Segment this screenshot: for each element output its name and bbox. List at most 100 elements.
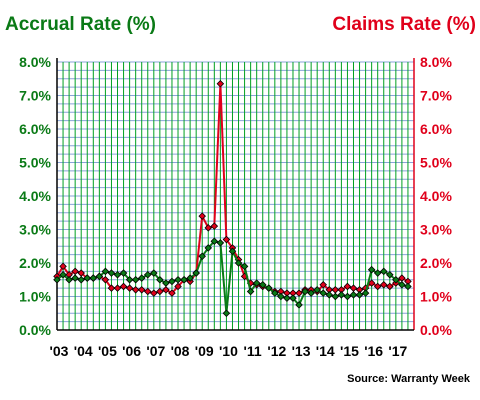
accrual-rate-marker (343, 292, 352, 301)
accrual-rate-marker (234, 259, 243, 267)
right-tick-label: 8.0% (420, 54, 452, 70)
accrual-rate-marker (386, 270, 394, 279)
claims-rate-marker (204, 224, 213, 232)
right-tick-label: 6.0% (420, 121, 452, 137)
claims-rate-marker (295, 289, 303, 297)
right-tick-label: 2.0% (420, 255, 452, 271)
claims-rate-marker (168, 289, 176, 297)
claims-rate-marker (150, 289, 158, 297)
claims-rate-marker (216, 80, 225, 88)
claims-rate-marker (143, 287, 152, 296)
claims-rate-marker (101, 275, 110, 284)
x-tick-label: '04 (74, 343, 93, 359)
x-tick-label: '13 (292, 343, 311, 359)
accrual-rate-marker (198, 252, 206, 261)
x-axis-tick-labels: '03 '04 '05 '06 '07 '08 '09 '10 '11 '12 '13 '14 '15 '… (50, 343, 408, 359)
accrual-rate-marker (258, 281, 267, 289)
left-tick-label: 1.0% (19, 289, 51, 305)
x-tick-label: '07 (146, 343, 165, 359)
x-tick-label: '03 (50, 343, 69, 359)
accrual-rate-marker (119, 269, 128, 277)
x-tick-label: '12 (267, 343, 286, 359)
chart-axes (56, 58, 415, 331)
accrual-rate-marker (222, 309, 231, 318)
accrual-rate-marker (168, 277, 176, 286)
claims-rate-marker (367, 279, 376, 287)
accrual-rate-marker (95, 272, 104, 281)
accrual-rate-marker (355, 291, 364, 299)
right-axis-tick-labels: 0.0% 1.0% 2.0% 3.0% 4.0% 5.0% 6.0% 7.0% 8.0% (420, 54, 452, 338)
accrual-rate-marker (65, 275, 73, 284)
x-tick-label: '11 (244, 343, 262, 359)
accrual-rate-marker (265, 284, 273, 292)
accrual-rate-marker (277, 292, 285, 301)
x-tick-label: '05 (98, 343, 117, 359)
left-axis-tick-labels: 0.0% 1.0% 2.0% 3.0% 4.0% 5.0% 6.0% 7.0% 8.0% (19, 54, 51, 338)
claims-rate-marker (386, 282, 394, 291)
claims-rate-title: Claims Rate (%) (332, 14, 476, 35)
accrual-rate-marker (307, 289, 315, 297)
accrual-rate-marker (180, 275, 188, 284)
accrual-rate-marker (325, 291, 334, 299)
x-tick-label: '16 (364, 343, 383, 359)
accrual-rate-marker (301, 287, 309, 296)
right-tick-label: 7.0% (420, 88, 452, 104)
left-tick-label: 7.0% (19, 88, 51, 104)
accrual-rate-marker (59, 270, 67, 279)
accrual-rate-marker (71, 274, 79, 282)
claims-rate-marker (174, 282, 182, 291)
accrual-rate-marker (174, 275, 182, 284)
claims-rate-marker (373, 282, 382, 291)
x-tick-label: '09 (195, 343, 214, 359)
accrual-rate-marker (295, 301, 303, 309)
accrual-rate-marker (156, 275, 164, 284)
accrual-rate-series (53, 237, 412, 318)
accrual-rate-title: Accrual Rate (%) (5, 14, 156, 35)
left-tick-label: 3.0% (19, 222, 51, 238)
claims-rate-marker (113, 284, 122, 292)
accrual-rate-marker (240, 262, 249, 271)
source-note: Source: Warranty Week (347, 373, 471, 385)
claims-rate-marker (107, 284, 116, 292)
accrual-rate-marker (283, 294, 291, 302)
accrual-rate-marker (210, 237, 219, 245)
accrual-rate-marker (313, 286, 321, 294)
x-tick-label: '17 (388, 343, 407, 359)
claims-rate-marker (343, 282, 352, 291)
x-tick-label: '06 (122, 343, 141, 359)
accrual-rate-marker (162, 279, 170, 287)
accrual-rate-marker (113, 270, 122, 279)
accrual-rate-marker (77, 275, 85, 284)
accrual-rate-marker (143, 270, 152, 279)
claims-rate-marker (319, 281, 328, 289)
claims-rate-marker (349, 284, 358, 292)
accrual-rate-marker (398, 281, 406, 289)
accrual-rate-marker (107, 269, 116, 277)
left-tick-label: 8.0% (19, 54, 51, 70)
x-tick-label: '08 (171, 343, 190, 359)
accrual-rate-marker (150, 269, 158, 277)
left-tick-label: 4.0% (19, 188, 51, 204)
accrual-rate-marker (319, 289, 328, 297)
accrual-rate-marker (361, 289, 370, 297)
claims-rate-marker (162, 286, 170, 294)
accrual-rate-marker (204, 244, 213, 252)
right-tick-label: 1.0% (420, 289, 452, 305)
accrual-rate-marker (246, 287, 255, 296)
claims-rate-marker (331, 286, 340, 294)
accrual-rate-marker (228, 247, 237, 256)
right-tick-label: 0.0% (420, 322, 452, 338)
claims-rate-marker (131, 286, 140, 294)
accrual-rate-marker (373, 269, 382, 277)
accrual-rate-marker (252, 279, 261, 287)
accrual-rate-marker (289, 294, 297, 302)
accrual-rate-marker (137, 274, 146, 282)
right-tick-label: 4.0% (420, 188, 452, 204)
left-tick-label: 0.0% (19, 322, 51, 338)
accrual-rate-marker (331, 292, 340, 301)
claims-rate-marker (210, 222, 219, 230)
accrual-rate-marker (101, 267, 110, 276)
accrual-rate-marker (125, 275, 134, 284)
claims-rate-marker (198, 212, 206, 220)
